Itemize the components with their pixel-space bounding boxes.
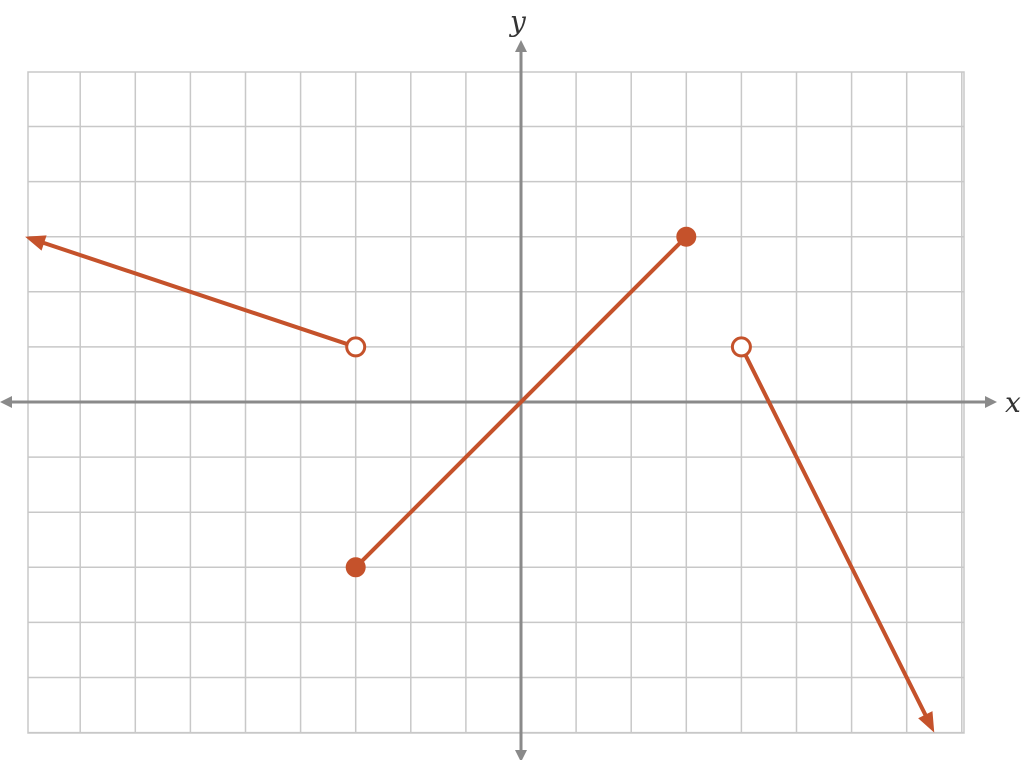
left-ray xyxy=(25,235,367,358)
left-ray-start-arrowhead xyxy=(25,235,47,251)
y-axis-label: y xyxy=(508,5,527,38)
axes: x y xyxy=(0,5,1021,760)
y-axis-arrow-up xyxy=(515,40,527,52)
x-axis-arrow-right xyxy=(985,396,997,408)
x-axis-label: x xyxy=(1005,386,1021,419)
right-ray xyxy=(730,336,935,733)
right-ray-end-arrowhead xyxy=(918,711,935,733)
right-ray-line xyxy=(743,352,930,723)
middle-segment-start-closed-point xyxy=(345,557,366,578)
series-layer xyxy=(25,226,935,733)
x-axis-arrow-left xyxy=(0,396,12,408)
middle-segment-line xyxy=(353,234,689,570)
right-ray-start-open-point xyxy=(730,336,752,358)
left-ray-line xyxy=(36,239,350,347)
middle-segment-end-closed-point xyxy=(676,226,697,247)
y-axis-arrow-down xyxy=(515,750,527,760)
middle-segment xyxy=(345,226,697,578)
left-ray-end-open-point xyxy=(345,336,367,358)
